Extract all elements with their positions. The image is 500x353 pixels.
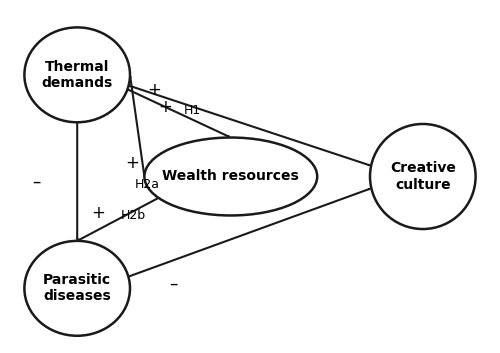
Text: Creative
culture: Creative culture	[390, 161, 456, 192]
Text: H2a: H2a	[135, 179, 160, 191]
Text: +: +	[158, 98, 172, 116]
Text: H1: H1	[184, 103, 201, 116]
Ellipse shape	[144, 138, 317, 215]
Text: Thermal
demands: Thermal demands	[42, 60, 113, 90]
Text: +: +	[147, 81, 161, 99]
Text: +: +	[92, 204, 106, 222]
Text: H2b: H2b	[120, 209, 146, 222]
Ellipse shape	[24, 28, 130, 122]
Ellipse shape	[24, 241, 130, 336]
Text: –: –	[32, 173, 40, 191]
Text: Parasitic
diseases: Parasitic diseases	[43, 273, 112, 304]
Text: –: –	[169, 274, 177, 292]
Text: +: +	[126, 154, 140, 172]
Ellipse shape	[370, 124, 476, 229]
Text: Wealth resources: Wealth resources	[162, 169, 299, 184]
